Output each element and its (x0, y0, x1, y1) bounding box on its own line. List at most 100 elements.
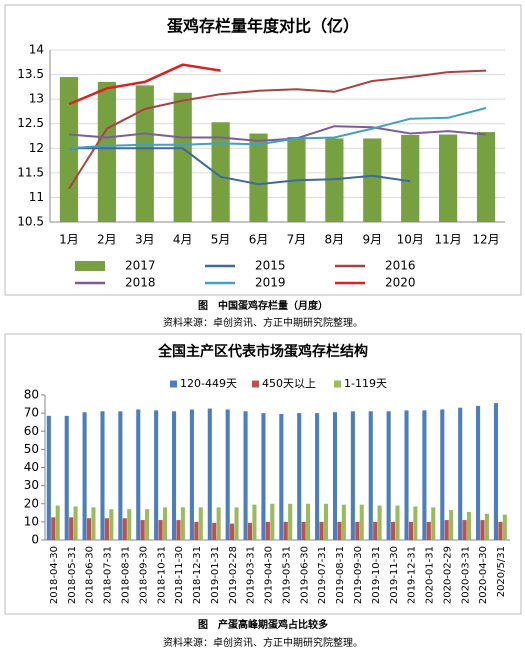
y-tick-label: 13 (29, 92, 44, 106)
x-tick-label: 2018-08-31 (120, 546, 131, 604)
x-tick-label: 2018-10-31 (156, 546, 167, 604)
x-tick-label: 10月 (397, 233, 424, 247)
y-tick-label: 11.5 (17, 165, 44, 179)
bar (135, 85, 154, 222)
legend-label: 120-449天 (180, 377, 237, 390)
legend-label: 2018 (125, 276, 156, 290)
bar (404, 410, 409, 540)
legend-marker (252, 380, 259, 388)
x-tick-label: 6月 (249, 233, 269, 247)
bar (176, 520, 181, 540)
y-tick-label: 50 (24, 442, 39, 456)
bar (502, 514, 507, 540)
bar (440, 409, 445, 540)
bar (408, 521, 413, 540)
legend-marker (75, 261, 105, 271)
x-tick-label: 2018-07-31 (103, 546, 114, 604)
x-tick-label: 2019-09-30 (353, 546, 364, 604)
y-tick-label: 30 (24, 478, 39, 492)
legend-label: 2016 (385, 259, 416, 273)
bar (249, 133, 268, 222)
bar (476, 132, 496, 222)
x-tick-label: 2019-04-30 (264, 546, 275, 604)
bar (261, 413, 266, 540)
bar (462, 520, 467, 540)
legend-marker (170, 380, 177, 388)
x-tick-label: 2020-04-30 (478, 546, 489, 604)
bar (194, 521, 199, 540)
x-tick-label: 2019-08-31 (335, 546, 346, 604)
bar (368, 411, 373, 540)
x-tick-label: 2018-12-31 (192, 546, 203, 604)
x-tick-label: 2019-10-31 (371, 546, 382, 604)
bar (444, 520, 449, 540)
bar (234, 507, 239, 540)
x-tick-label: 5月 (211, 233, 231, 247)
x-tick-label: 2019-12-31 (407, 546, 418, 604)
bar (270, 503, 275, 540)
bar (212, 522, 217, 540)
x-tick-label: 2018-05-31 (67, 546, 78, 604)
bar (431, 507, 436, 540)
bar (306, 503, 311, 540)
bar (373, 521, 378, 540)
bar (288, 503, 293, 540)
bar (247, 522, 253, 540)
bar (59, 77, 79, 223)
y-tick-label: 10.5 (17, 215, 44, 229)
line (68, 69, 487, 190)
caption: 图 产蛋高峰期蛋鸡占比较多 (198, 618, 328, 631)
bar (341, 504, 346, 540)
legend-label: 450天以上 (262, 377, 316, 390)
bar (122, 518, 127, 540)
bar (225, 409, 230, 540)
bar (216, 507, 221, 540)
bar (97, 81, 116, 222)
bar (145, 509, 150, 540)
bar (127, 509, 132, 540)
bar (64, 415, 69, 540)
x-tick-label: 3月 (135, 233, 155, 247)
bar (91, 507, 96, 540)
bar (359, 504, 364, 540)
x-tick-label: 2月 (97, 233, 117, 247)
y-tick-label: 40 (24, 460, 39, 474)
source: 资料来源：卓创资讯、方正中期研究院整理。 (163, 316, 363, 329)
y-tick-label: 12 (29, 141, 44, 155)
y-tick-label: 13.5 (17, 67, 44, 81)
bar (401, 135, 420, 222)
bar (395, 505, 400, 540)
bar (265, 521, 270, 540)
bar (140, 520, 145, 540)
bar (69, 517, 74, 540)
bar (100, 411, 105, 540)
bar (498, 521, 503, 540)
chart-title: 全国主产区代表市场蛋鸡存栏结构 (157, 343, 368, 360)
bar (158, 520, 163, 540)
bar (154, 410, 159, 540)
x-tick-label: 1月 (59, 233, 79, 247)
legend-label: 2017 (125, 259, 156, 273)
bar (136, 409, 141, 540)
bar (426, 521, 431, 540)
x-tick-label: 8月 (325, 233, 345, 247)
x-tick-label: 2019-07-31 (317, 546, 328, 604)
bar (104, 518, 109, 540)
bar (449, 510, 454, 540)
x-tick-label: 2019-01-31 (210, 546, 221, 604)
bar (230, 523, 235, 540)
x-tick-label: 2019-02-28 (228, 546, 239, 604)
y-tick-label: 20 (24, 496, 39, 510)
bar (171, 411, 177, 540)
bar (211, 122, 230, 222)
bar (73, 506, 78, 540)
y-tick-label: 10 (24, 514, 39, 528)
x-tick-label: 2018-06-30 (85, 546, 96, 604)
caption: 图 中国蛋鸡存栏量（月度） (198, 299, 328, 312)
legend-label: 2019 (255, 276, 286, 290)
bar (363, 138, 382, 222)
bar (377, 505, 382, 540)
line (68, 125, 487, 142)
x-tick-label: 2020-03-31 (460, 546, 471, 604)
